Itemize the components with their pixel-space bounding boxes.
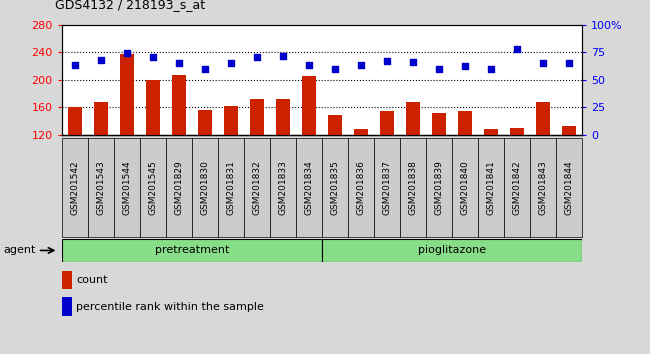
Point [564, 60, 574, 66]
Point [512, 46, 522, 52]
Text: GSM201543: GSM201543 [96, 160, 105, 215]
Text: GSM201830: GSM201830 [200, 160, 209, 215]
Bar [94, 102, 108, 135]
Point [148, 54, 158, 59]
Bar [556, 138, 582, 237]
Text: GSM201840: GSM201840 [460, 160, 469, 215]
Bar [452, 138, 478, 237]
Bar [166, 138, 192, 237]
Point [408, 59, 418, 65]
Bar [322, 138, 348, 237]
Bar [302, 76, 316, 135]
Bar [114, 138, 140, 237]
Text: GDS4132 / 218193_s_at: GDS4132 / 218193_s_at [55, 0, 205, 11]
Bar [250, 99, 264, 135]
Point [538, 60, 548, 66]
Bar [354, 129, 368, 135]
Bar [62, 138, 88, 237]
Bar [348, 138, 374, 237]
Text: GSM201844: GSM201844 [564, 160, 573, 215]
Text: GSM201832: GSM201832 [252, 160, 261, 215]
Bar [198, 110, 212, 135]
Bar [224, 106, 238, 135]
Text: pretreatment: pretreatment [155, 245, 229, 256]
Text: GSM201834: GSM201834 [304, 160, 313, 215]
Point [226, 60, 236, 66]
Bar [562, 126, 576, 135]
Text: GSM201838: GSM201838 [408, 160, 417, 215]
Text: count: count [76, 275, 108, 285]
Bar [270, 138, 296, 237]
Bar [374, 138, 400, 237]
Point [304, 63, 314, 68]
Bar [484, 129, 498, 135]
Text: GSM201839: GSM201839 [434, 160, 443, 215]
Bar [146, 80, 160, 135]
Bar [400, 138, 426, 237]
Point [460, 64, 470, 69]
Text: GSM201833: GSM201833 [278, 160, 287, 215]
Bar [458, 110, 472, 135]
Text: GSM201544: GSM201544 [122, 160, 131, 215]
Point [122, 51, 132, 56]
Bar [218, 138, 244, 237]
Bar [406, 102, 420, 135]
Bar [192, 138, 218, 237]
Bar [322, 239, 582, 262]
Text: GSM201835: GSM201835 [330, 160, 339, 215]
Bar [328, 115, 342, 135]
Text: GSM201836: GSM201836 [356, 160, 365, 215]
Point [70, 63, 80, 68]
Bar [88, 138, 114, 237]
Text: GSM201843: GSM201843 [538, 160, 547, 215]
Bar [504, 138, 530, 237]
Text: GSM201831: GSM201831 [226, 160, 235, 215]
Bar [536, 102, 550, 135]
Bar [172, 75, 186, 135]
Bar [62, 239, 322, 262]
Text: GSM201842: GSM201842 [512, 160, 521, 215]
Bar [432, 113, 446, 135]
Point [96, 57, 106, 63]
Text: GSM201545: GSM201545 [148, 160, 157, 215]
Text: GSM201829: GSM201829 [174, 160, 183, 215]
Bar [276, 99, 290, 135]
Text: GSM201542: GSM201542 [70, 160, 79, 215]
Text: percentile rank within the sample: percentile rank within the sample [76, 302, 264, 312]
Text: pioglitazone: pioglitazone [418, 245, 486, 256]
Bar [530, 138, 556, 237]
Point [356, 63, 366, 68]
Point [486, 66, 496, 72]
Bar [426, 138, 452, 237]
Point [278, 53, 288, 58]
Bar [244, 138, 270, 237]
Point [330, 66, 340, 72]
Text: GSM201841: GSM201841 [486, 160, 495, 215]
Bar [296, 138, 322, 237]
Text: GSM201837: GSM201837 [382, 160, 391, 215]
Bar [510, 128, 524, 135]
Text: agent: agent [3, 245, 36, 256]
Point [434, 66, 444, 72]
Bar [140, 138, 166, 237]
Point [200, 66, 210, 72]
Bar [380, 110, 394, 135]
Point [252, 54, 262, 59]
Bar [68, 107, 82, 135]
Bar [120, 53, 134, 135]
Bar [62, 297, 72, 316]
Point [174, 60, 184, 66]
Bar [62, 271, 72, 290]
Point [382, 58, 392, 64]
Bar [478, 138, 504, 237]
